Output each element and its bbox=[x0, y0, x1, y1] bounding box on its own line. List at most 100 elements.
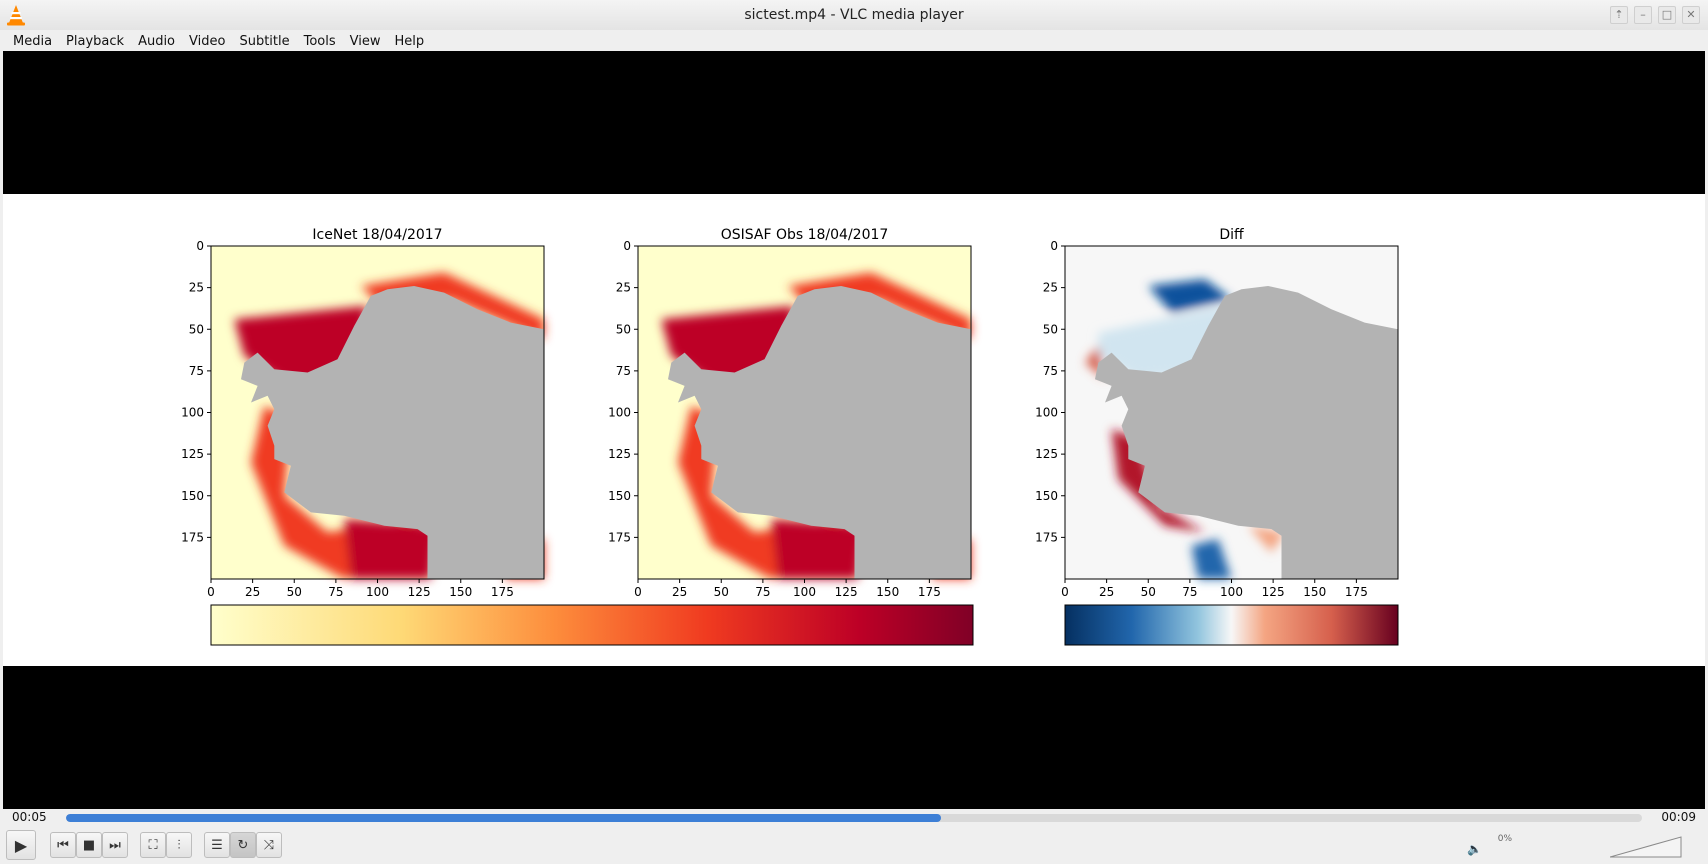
menu-playback[interactable]: Playback bbox=[66, 33, 125, 49]
menu-help[interactable]: Help bbox=[394, 33, 425, 49]
keep-above-button[interactable]: ⇡ bbox=[1610, 6, 1628, 24]
previous-icon: ⏮ bbox=[57, 837, 69, 853]
menu-bar: Media Playback Audio Video Subtitle Tool… bbox=[0, 30, 1708, 52]
x-tick-label: 150 bbox=[876, 585, 899, 599]
extended-settings-button[interactable]: ⫶ bbox=[166, 832, 192, 858]
menu-subtitle[interactable]: Subtitle bbox=[239, 33, 290, 49]
y-tick-label: 50 bbox=[616, 322, 631, 336]
fullscreen-icon: ⛶ bbox=[148, 837, 158, 853]
menu-view[interactable]: View bbox=[349, 33, 381, 49]
seek-slider[interactable] bbox=[66, 814, 1642, 822]
shuffle-button[interactable]: ⤨ bbox=[256, 832, 282, 858]
land-mask bbox=[1095, 286, 1398, 579]
menu-video[interactable]: Video bbox=[189, 33, 226, 49]
y-tick-label: 175 bbox=[181, 530, 204, 544]
playlist-icon: ☰ bbox=[211, 837, 223, 853]
x-tick-label: 0 bbox=[1061, 585, 1069, 599]
x-tick-label: 175 bbox=[491, 585, 514, 599]
x-tick-label: 100 bbox=[1220, 585, 1243, 599]
maximize-button[interactable]: □ bbox=[1658, 6, 1676, 24]
shuffle-icon: ⤨ bbox=[263, 837, 275, 853]
video-area[interactable]: IceNet 18/04/2017 0 25 50 75 100 125 150 175 0 25 5… bbox=[3, 51, 1705, 809]
land-mask bbox=[668, 286, 971, 579]
ross-ice-region bbox=[344, 519, 438, 579]
volume-slider[interactable] bbox=[1610, 836, 1682, 858]
y-tick-label: 25 bbox=[189, 281, 204, 295]
diff-negative-region bbox=[1148, 279, 1232, 313]
menu-audio[interactable]: Audio bbox=[138, 33, 176, 49]
speaker-icon[interactable]: 🔈 bbox=[1467, 842, 1482, 856]
panel-title: Diff bbox=[1219, 227, 1244, 243]
elapsed-time: 00:05 bbox=[12, 810, 47, 824]
y-tick-label: 175 bbox=[608, 530, 631, 544]
close-button[interactable]: ✕ bbox=[1682, 6, 1700, 24]
total-time: 00:09 bbox=[1661, 810, 1696, 824]
x-tick-label: 125 bbox=[408, 585, 431, 599]
y-tick-label: 75 bbox=[616, 364, 631, 378]
control-bar: ▶ ⏮ ■ ⏭ ⛶ ⫶ ☰ ↻ ⤨ 🔈 0% bbox=[0, 829, 1708, 864]
y-tick-label: 125 bbox=[608, 447, 631, 461]
y-tick-label: 100 bbox=[1035, 406, 1058, 420]
fullscreen-button[interactable]: ⛶ bbox=[140, 832, 166, 858]
x-tick-label: 25 bbox=[672, 585, 687, 599]
equalizer-icon: ⫶ bbox=[177, 837, 181, 853]
vlc-cone-icon bbox=[7, 5, 25, 26]
x-tick-label: 150 bbox=[449, 585, 472, 599]
ross-ice-region bbox=[771, 519, 865, 579]
y-tick-label: 25 bbox=[616, 281, 631, 295]
x-tick-label: 75 bbox=[328, 585, 343, 599]
next-button[interactable]: ⏭ bbox=[102, 832, 128, 858]
x-tick-label: 75 bbox=[1182, 585, 1197, 599]
diff-positive-ross-region bbox=[1248, 525, 1285, 553]
y-tick-label: 50 bbox=[1043, 322, 1058, 336]
x-tick-label: 25 bbox=[245, 585, 260, 599]
x-tick-label: 175 bbox=[918, 585, 941, 599]
playlist-button[interactable]: ☰ bbox=[204, 832, 230, 858]
play-button[interactable]: ▶ bbox=[6, 830, 36, 860]
window-title: sictest.mp4 - VLC media player bbox=[744, 7, 964, 23]
x-tick-label: 100 bbox=[366, 585, 389, 599]
loop-button[interactable]: ↻ bbox=[230, 832, 256, 858]
panel-title: OSISAF Obs 18/04/2017 bbox=[721, 227, 889, 243]
y-tick-label: 100 bbox=[181, 406, 204, 420]
minimize-button[interactable]: – bbox=[1634, 6, 1652, 24]
land-mask bbox=[241, 286, 544, 579]
stop-button[interactable]: ■ bbox=[76, 832, 102, 858]
previous-button[interactable]: ⏮ bbox=[50, 832, 76, 858]
y-tick-label: 150 bbox=[1035, 489, 1058, 503]
x-tick-label: 50 bbox=[1141, 585, 1156, 599]
stop-icon: ■ bbox=[82, 837, 96, 853]
title-bar: sictest.mp4 - VLC media player ⇡ – □ ✕ bbox=[0, 0, 1708, 31]
x-tick-label: 100 bbox=[793, 585, 816, 599]
y-tick-label: 0 bbox=[1050, 239, 1058, 253]
x-tick-label: 125 bbox=[835, 585, 858, 599]
diff-negative-ross-region bbox=[1191, 539, 1232, 579]
seek-row: 00:05 00:09 bbox=[0, 809, 1708, 827]
y-tick-label: 0 bbox=[196, 239, 204, 253]
x-tick-label: 50 bbox=[714, 585, 729, 599]
video-frame: IceNet 18/04/2017 0 25 50 75 100 125 150 175 0 25 5… bbox=[3, 194, 1705, 666]
y-tick-label: 100 bbox=[608, 406, 631, 420]
play-icon: ▶ bbox=[14, 835, 28, 855]
panel-title: IceNet 18/04/2017 bbox=[312, 227, 442, 243]
menu-tools[interactable]: Tools bbox=[303, 33, 336, 49]
y-tick-label: 50 bbox=[189, 322, 204, 336]
y-tick-label: 75 bbox=[1043, 364, 1058, 378]
x-tick-label: 0 bbox=[207, 585, 215, 599]
y-tick-label: 25 bbox=[1043, 281, 1058, 295]
x-tick-label: 50 bbox=[287, 585, 302, 599]
y-tick-label: 150 bbox=[181, 489, 204, 503]
x-tick-label: 0 bbox=[634, 585, 642, 599]
y-tick-label: 0 bbox=[623, 239, 631, 253]
menu-media[interactable]: Media bbox=[13, 33, 53, 49]
x-tick-label: 125 bbox=[1262, 585, 1285, 599]
y-tick-label: 150 bbox=[608, 489, 631, 503]
loop-icon: ↻ bbox=[237, 837, 249, 853]
y-tick-label: 125 bbox=[181, 447, 204, 461]
y-tick-label: 75 bbox=[189, 364, 204, 378]
x-tick-label: 150 bbox=[1303, 585, 1326, 599]
y-tick-label: 175 bbox=[1035, 530, 1058, 544]
diff-colorbar bbox=[1064, 604, 1399, 646]
x-tick-label: 25 bbox=[1099, 585, 1114, 599]
x-tick-label: 175 bbox=[1345, 585, 1368, 599]
